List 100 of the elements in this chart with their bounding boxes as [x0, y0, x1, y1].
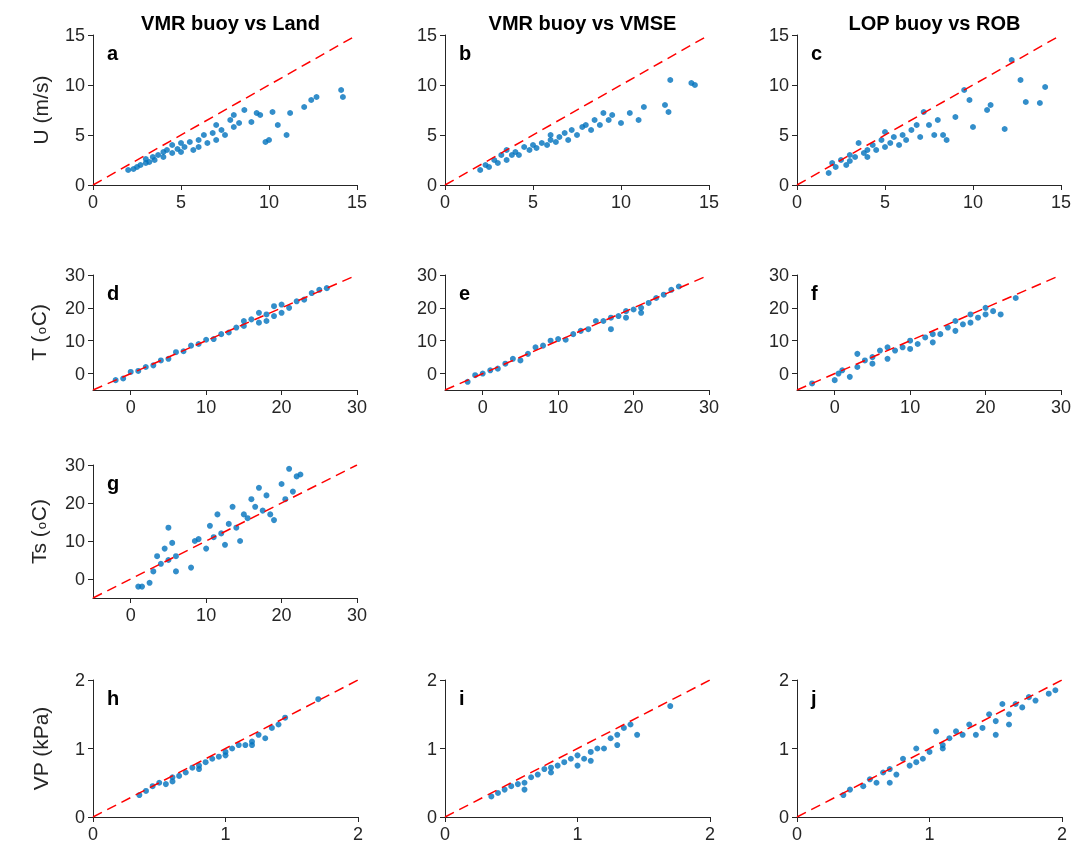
point	[588, 127, 595, 133]
point	[630, 306, 637, 313]
annotation: j	[810, 687, 817, 709]
point	[846, 373, 853, 380]
point	[1017, 77, 1024, 83]
point	[242, 742, 249, 749]
point	[854, 350, 861, 357]
point	[618, 120, 624, 126]
point	[229, 503, 236, 510]
point	[623, 314, 630, 321]
point	[313, 94, 320, 100]
point	[970, 124, 976, 130]
point	[508, 783, 515, 790]
x-tick-label: 0	[791, 824, 803, 844]
point	[1032, 697, 1039, 704]
chart-title: VMR buoy vs VMSE	[488, 12, 677, 34]
point	[154, 553, 161, 560]
point	[591, 117, 598, 123]
point	[248, 119, 255, 125]
point	[555, 336, 562, 343]
point	[852, 154, 859, 160]
point	[218, 127, 225, 133]
y-tick-label: 15	[64, 25, 85, 45]
chart-title: VMR buoy vs Land	[141, 12, 320, 34]
point	[620, 724, 627, 731]
point	[196, 766, 202, 773]
point	[268, 724, 275, 731]
point	[864, 154, 871, 160]
point	[222, 541, 228, 548]
point	[943, 137, 950, 143]
point	[640, 104, 647, 110]
y-tick-label: 5	[74, 125, 85, 145]
point	[876, 347, 883, 354]
x-tick-label: 20	[623, 397, 644, 417]
y-tick-label: 20	[768, 297, 789, 318]
point	[645, 299, 652, 306]
y-tick-label: 10	[768, 330, 789, 351]
point	[146, 159, 153, 165]
point	[530, 142, 536, 148]
x-tick-label: 10	[196, 605, 217, 625]
point	[1042, 84, 1049, 90]
point	[937, 331, 944, 338]
point	[982, 311, 989, 318]
x-tick-label: 10	[196, 397, 217, 417]
y-tick-label: 0	[74, 807, 85, 827]
annotation: b	[459, 42, 472, 64]
y-tick-label: 0	[426, 175, 437, 195]
x-tick-label: 2	[352, 824, 364, 844]
point	[660, 291, 667, 298]
point	[952, 114, 959, 120]
point	[552, 139, 559, 145]
point	[230, 112, 237, 118]
point	[667, 703, 674, 710]
point	[886, 779, 893, 786]
point	[952, 318, 959, 324]
point	[922, 334, 929, 341]
point	[229, 745, 236, 752]
point	[541, 766, 548, 773]
point	[262, 735, 269, 742]
y-tick-label: 5	[778, 125, 789, 145]
point	[913, 745, 920, 752]
y-tick-label: 0	[426, 363, 437, 384]
point	[975, 314, 982, 321]
point	[581, 755, 588, 762]
point	[248, 496, 255, 503]
point	[667, 77, 674, 83]
point	[600, 318, 607, 324]
point	[514, 781, 521, 788]
x-tick-label: 10	[962, 192, 984, 212]
point	[607, 326, 614, 333]
point	[982, 304, 989, 311]
point	[567, 755, 574, 762]
y-tick-label: 5	[426, 125, 437, 145]
point	[999, 700, 1006, 707]
y-tick-label: 30	[64, 455, 85, 475]
x-tick-label: 0	[477, 397, 488, 417]
y-tick-label: 30	[64, 265, 85, 285]
x-tick-label: 30	[346, 397, 367, 417]
point	[188, 564, 195, 571]
x-tick-label: 1	[924, 824, 935, 844]
x-tick-label: 10	[548, 397, 569, 417]
point	[570, 331, 577, 338]
x-tick-label: 20	[271, 397, 292, 417]
point	[614, 731, 621, 738]
y-tick-label: 0	[778, 363, 789, 384]
point	[255, 731, 262, 738]
point	[240, 511, 247, 518]
point	[230, 124, 237, 130]
annotation: c	[811, 42, 823, 64]
y-axis-title: Ts (oC)	[27, 499, 51, 564]
y-tick-label: 30	[768, 265, 789, 285]
point	[521, 144, 528, 150]
point	[931, 132, 938, 138]
point	[913, 122, 920, 128]
point	[887, 140, 894, 146]
point	[662, 102, 668, 108]
point	[287, 110, 294, 116]
point	[181, 144, 188, 150]
point	[200, 132, 207, 138]
x-tick-label: 30	[698, 397, 719, 417]
